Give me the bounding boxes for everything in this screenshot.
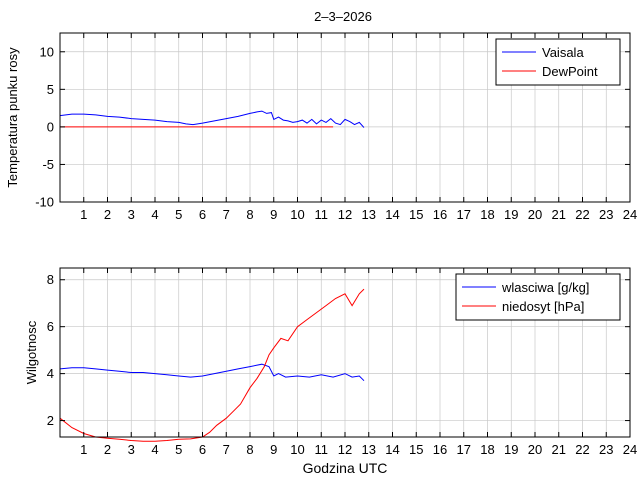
y-tick-label: 0 (47, 119, 54, 134)
legend-box (455, 273, 621, 321)
grid-lines (60, 33, 631, 203)
x-tick-label: 19 (504, 442, 518, 457)
grid-lines (60, 268, 631, 437)
y-tick-label: 8 (47, 272, 54, 287)
y-tick-label: -5 (42, 157, 54, 172)
x-tick-label: 20 (528, 207, 542, 222)
y-tick-label: 2 (47, 413, 54, 428)
x-tick-label: 24 (623, 442, 637, 457)
series-line-1 (59, 288, 365, 442)
x-tick-label: 3 (128, 207, 135, 222)
x-tick-label: 12 (338, 442, 352, 457)
x-tick-label: 15 (409, 207, 423, 222)
x-axis-label: Godzina UTC (303, 460, 388, 476)
x-tick-label: 17 (457, 207, 471, 222)
x-tick-label: 21 (552, 207, 566, 222)
x-tick-label: 21 (552, 442, 566, 457)
legend-label-0: Vaisala (542, 45, 584, 60)
x-tick-label: 23 (599, 442, 613, 457)
x-tick-label: 4 (151, 442, 158, 457)
humidity-panel: 1 2 3 4 5 6 7 8 9 10 11 12 13 14 15 16 17 18 19 20 21 22 23 242… (24, 267, 637, 476)
x-tick-label: 13 (362, 207, 376, 222)
x-tick-label: 23 (599, 207, 613, 222)
x-tick-label: 7 (223, 442, 230, 457)
x-tick-label: 18 (480, 207, 494, 222)
y-tick-label: 4 (47, 366, 54, 381)
x-tick-label: 5 (175, 207, 182, 222)
series-line-0 (59, 363, 365, 382)
x-tick-label: 10 (290, 442, 304, 457)
legend-label-1: DewPoint (542, 64, 598, 79)
x-tick-label: 22 (575, 442, 589, 457)
legend-label-0: wlasciwa [g/kg] (501, 280, 589, 295)
dewpoint-panel: 1 2 3 4 5 6 7 8 9 10 11 12 13 14 15 16 17 18 19 20 21 22 23 24-… (5, 32, 637, 222)
x-tick-label: 8 (246, 207, 253, 222)
x-tick-label: 9 (270, 207, 277, 222)
x-tick-label: 22 (575, 207, 589, 222)
x-tick-label: 16 (433, 207, 447, 222)
x-tick-label: 9 (270, 442, 277, 457)
x-tick-label: 1 (80, 442, 87, 457)
x-tick-label: 17 (457, 442, 471, 457)
x-tick-label: 24 (623, 207, 637, 222)
legend-box (495, 38, 621, 86)
y-tick-label: 10 (40, 44, 54, 59)
x-tick-label: 6 (199, 442, 206, 457)
x-tick-label: 18 (480, 442, 494, 457)
x-tick-label: 16 (433, 442, 447, 457)
series-line-0 (59, 110, 365, 128)
legend: wlasciwa [g/kg] niedosyt [hPa] (455, 273, 621, 321)
x-tick-label: 20 (528, 442, 542, 457)
x-tick-label: 11 (315, 442, 329, 457)
x-tick-label: 1 (80, 207, 87, 222)
legend: Vaisala DewPoint (495, 38, 621, 86)
y-axis-label: Temperatura punku rosy (5, 47, 20, 188)
y-tick-label: -10 (35, 195, 54, 210)
x-tick-label: 2 (104, 442, 111, 457)
y-axis-label: Wilgotnosc (24, 320, 39, 384)
x-tick-label: 5 (175, 442, 182, 457)
y-tick-label: 6 (47, 319, 54, 334)
x-tick-label: 12 (338, 207, 352, 222)
x-tick-label: 13 (362, 442, 376, 457)
y-tick-label: 5 (47, 82, 54, 97)
x-tick-label: 14 (385, 442, 399, 457)
x-tick-label: 3 (128, 442, 135, 457)
x-tick-label: 14 (385, 207, 399, 222)
x-tick-label: 8 (246, 442, 253, 457)
x-tick-label: 15 (409, 442, 423, 457)
x-tick-label: 6 (199, 207, 206, 222)
legend-label-1: niedosyt [hPa] (502, 299, 584, 314)
x-tick-label: 10 (290, 207, 304, 222)
x-tick-label: 4 (151, 207, 158, 222)
x-tick-label: 7 (223, 207, 230, 222)
x-tick-label: 2 (104, 207, 111, 222)
chart-title: 2–3–2026 (314, 9, 372, 24)
x-tick-label: 11 (315, 207, 329, 222)
x-tick-label: 19 (504, 207, 518, 222)
